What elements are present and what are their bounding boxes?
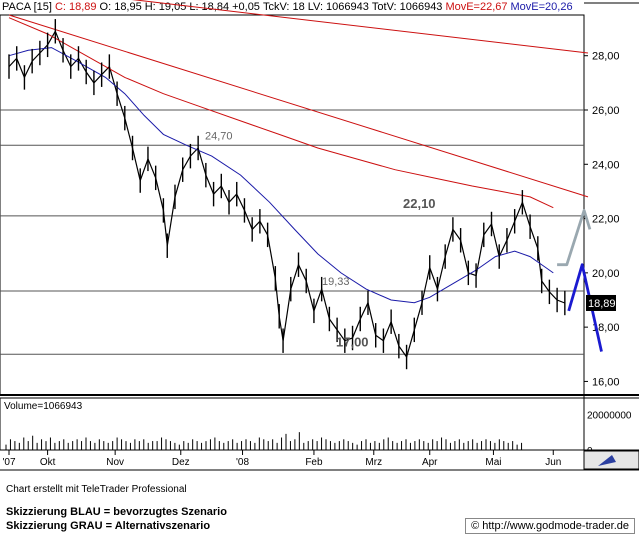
website-link[interactable]: © http://www.godmode-trader.de	[465, 518, 635, 534]
x-tick-label: Apr	[422, 457, 438, 468]
level-lines	[0, 109, 584, 355]
scenario-blue-path	[567, 263, 603, 352]
x-tick-label: '08	[236, 457, 249, 468]
move-red-label: MovE=22,67	[445, 1, 508, 13]
last-volume: LV: 1066943	[307, 1, 369, 13]
high-value: H: 19,05	[144, 1, 187, 13]
price-chart: 16,00 18,00 20,00 22,00 24,00 26,00 28,00 '07 O…	[0, 0, 639, 471]
scroll-handle[interactable]	[583, 450, 639, 470]
grey-scenario-note: Skizzierung GRAU = Alternativszenario	[6, 520, 211, 532]
volume-panel: Volume=1066943200000000	[4, 401, 632, 457]
y-tick-label: 28,00	[592, 51, 620, 63]
y-tick-label: 18,00	[592, 322, 620, 334]
symbol-label: PACA [15]	[2, 1, 52, 13]
y-tick-label: 24,00	[592, 159, 620, 171]
y-tick-label: 16,00	[592, 376, 620, 388]
x-tick-label: Okt	[40, 457, 56, 468]
y-tick-label: 26,00	[592, 105, 620, 117]
total-volume: TotV: 1066943	[371, 1, 443, 13]
chart-frame	[0, 2, 639, 471]
tick-volume: TckV: 18	[262, 1, 305, 13]
x-tick-label: Mai	[485, 457, 501, 468]
level-label: 19,33	[322, 276, 350, 288]
ma-slow-line	[8, 17, 554, 209]
ohlc-header: PACA [15] C: 18,89 O: 18,95 H: 19,05 L: 18,8…	[2, 1, 576, 13]
change-value: +0,05	[232, 1, 260, 13]
level-label: 24,70	[205, 130, 233, 142]
volume-tick-label: 20000000	[587, 410, 632, 421]
blue-scenario-note: Skizzierung BLAU = bevorzugtes Szenario	[6, 506, 227, 518]
chart-credit: Chart erstellt mit TeleTrader Profession…	[6, 484, 187, 495]
trend-line-long	[131, 0, 589, 54]
level-label: 17,00	[336, 334, 369, 349]
x-tick-label: Jun	[545, 457, 561, 468]
time-axis: '07 Okt Nov Dez '08 Feb Mrz Apr Mai Jun	[2, 450, 561, 468]
scenario-grey-path	[557, 209, 592, 267]
x-tick-label: Mrz	[365, 457, 382, 468]
price-line	[8, 29, 566, 359]
price-axis: 16,00 18,00 20,00 22,00 24,00 26,00 28,00	[584, 51, 620, 388]
x-tick-label: Nov	[106, 457, 124, 468]
move-blue-label: MovE=20,26	[510, 1, 573, 13]
volume-label: Volume=1066943	[4, 401, 83, 412]
x-tick-label: '07	[2, 457, 15, 468]
level-label: 22,10	[403, 196, 436, 211]
y-tick-label: 20,00	[592, 268, 620, 280]
y-tick-label: 22,00	[592, 214, 620, 226]
last-price-marker: 18,89	[586, 294, 616, 311]
level-annotations: 24,70 22,10 19,33 17,00	[205, 130, 436, 349]
open-value: O: 18,95	[99, 1, 142, 13]
ma-fast-line	[8, 47, 554, 304]
last-price-text: 18,89	[588, 298, 616, 310]
trend-line-short	[8, 14, 589, 198]
series-layer	[8, 0, 603, 370]
x-tick-label: Feb	[305, 457, 323, 468]
last-price-box	[586, 294, 616, 311]
x-tick-label: Dez	[172, 457, 190, 468]
close-value: C: 18,89	[54, 1, 97, 13]
